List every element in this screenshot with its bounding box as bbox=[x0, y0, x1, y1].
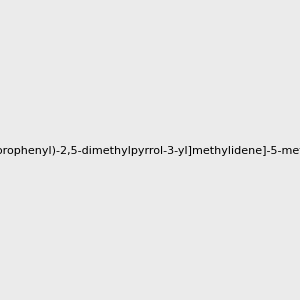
Text: (4Z)-4-[[1-(3-chloro-4-fluorophenyl)-2,5-dimethylpyrrol-3-yl]methylidene]-5-meth: (4Z)-4-[[1-(3-chloro-4-fluorophenyl)-2,5… bbox=[0, 146, 300, 157]
